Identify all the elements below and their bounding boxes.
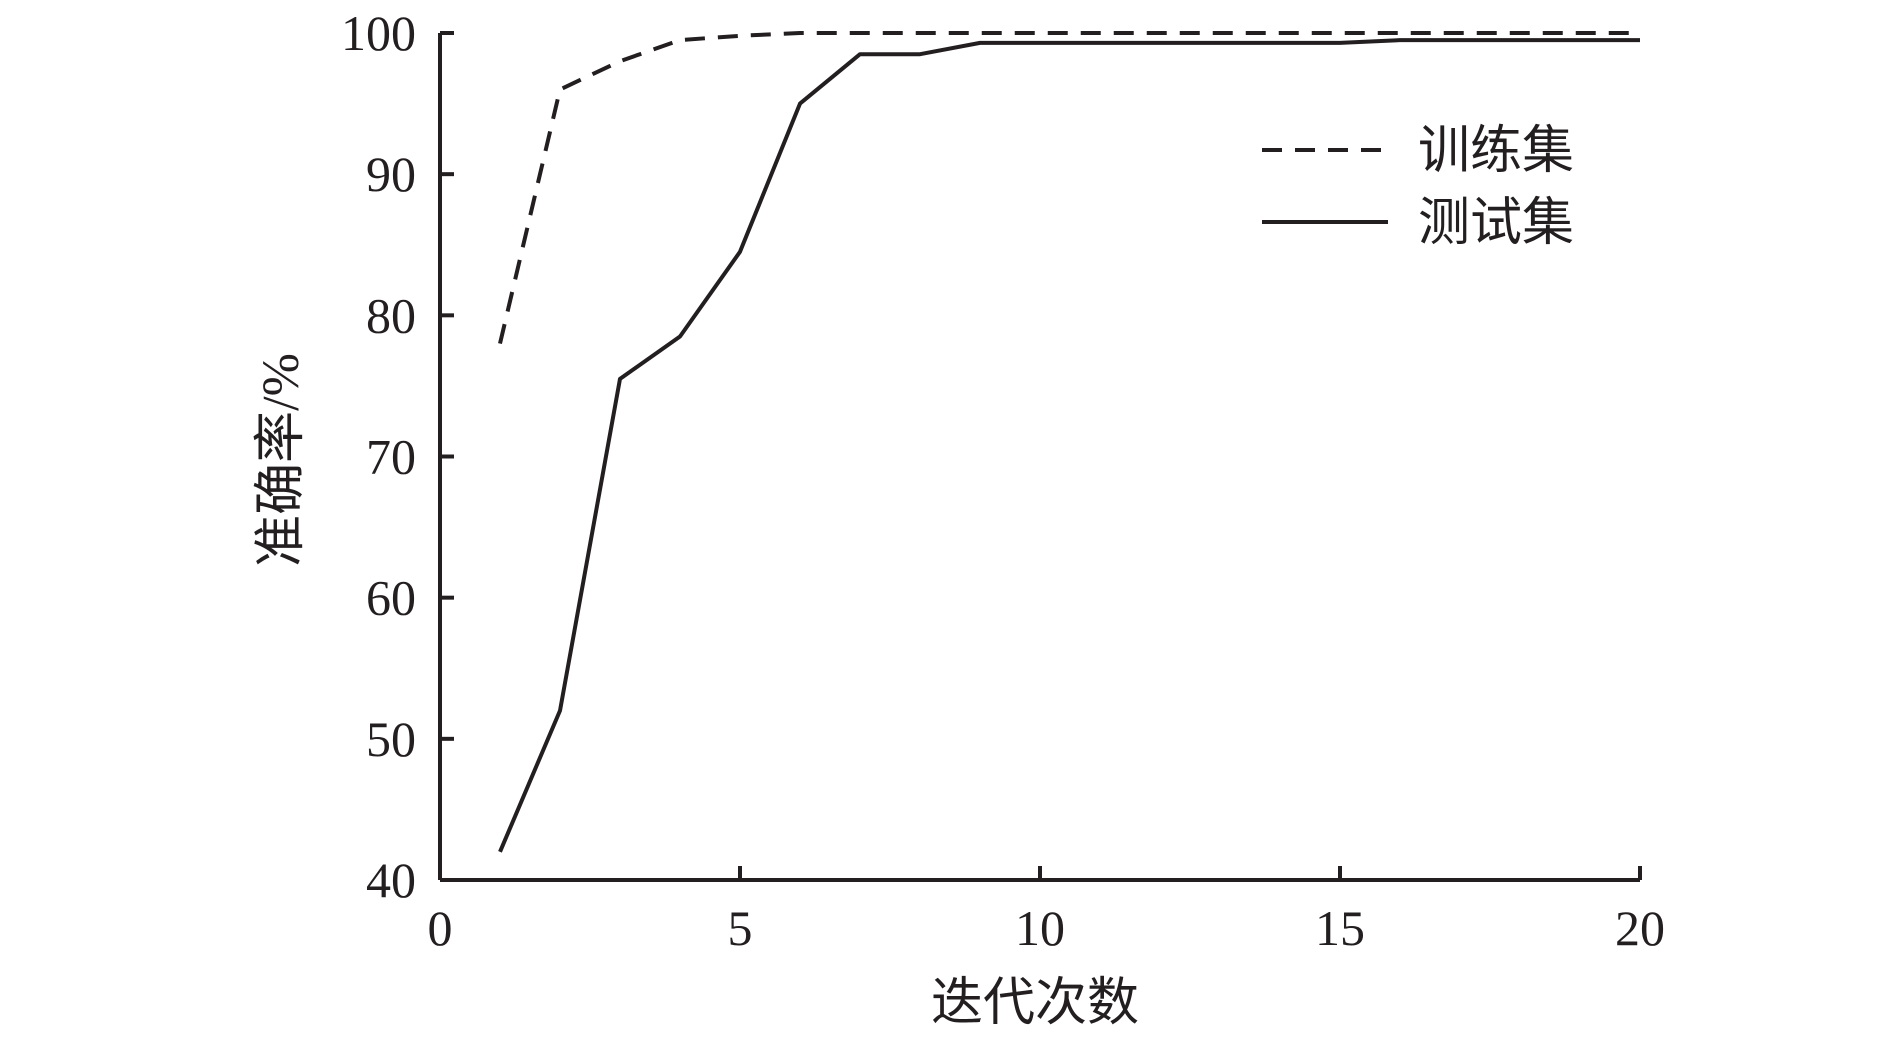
legend-label: 测试集	[1418, 195, 1574, 252]
y-tick-label: 50	[366, 711, 416, 767]
legend-label: 训练集	[1418, 123, 1574, 180]
y-tick-label: 100	[341, 5, 416, 61]
y-tick-label: 60	[366, 570, 416, 626]
y-tick-label: 90	[366, 146, 416, 202]
x-tick-label: 20	[1615, 900, 1665, 956]
axes: 40 50 60 70 80 90 100 0 5 10 15 20	[341, 5, 1665, 956]
x-tick-label: 5	[728, 900, 753, 956]
x-axis-title: 迭代次数	[931, 975, 1139, 1032]
y-tick-label: 80	[366, 287, 416, 343]
x-tick-label: 10	[1015, 900, 1065, 956]
y-tick-label: 70	[366, 429, 416, 485]
series-lines	[498, 31, 1640, 853]
y-tick-label: 40	[366, 852, 416, 908]
x-tick-label: 15	[1315, 900, 1365, 956]
x-tick-label: 0	[428, 900, 453, 956]
series-line-test	[498, 38, 1640, 853]
y-axis-title: 准确率/%	[253, 353, 310, 567]
series-line-train	[498, 31, 1640, 345]
